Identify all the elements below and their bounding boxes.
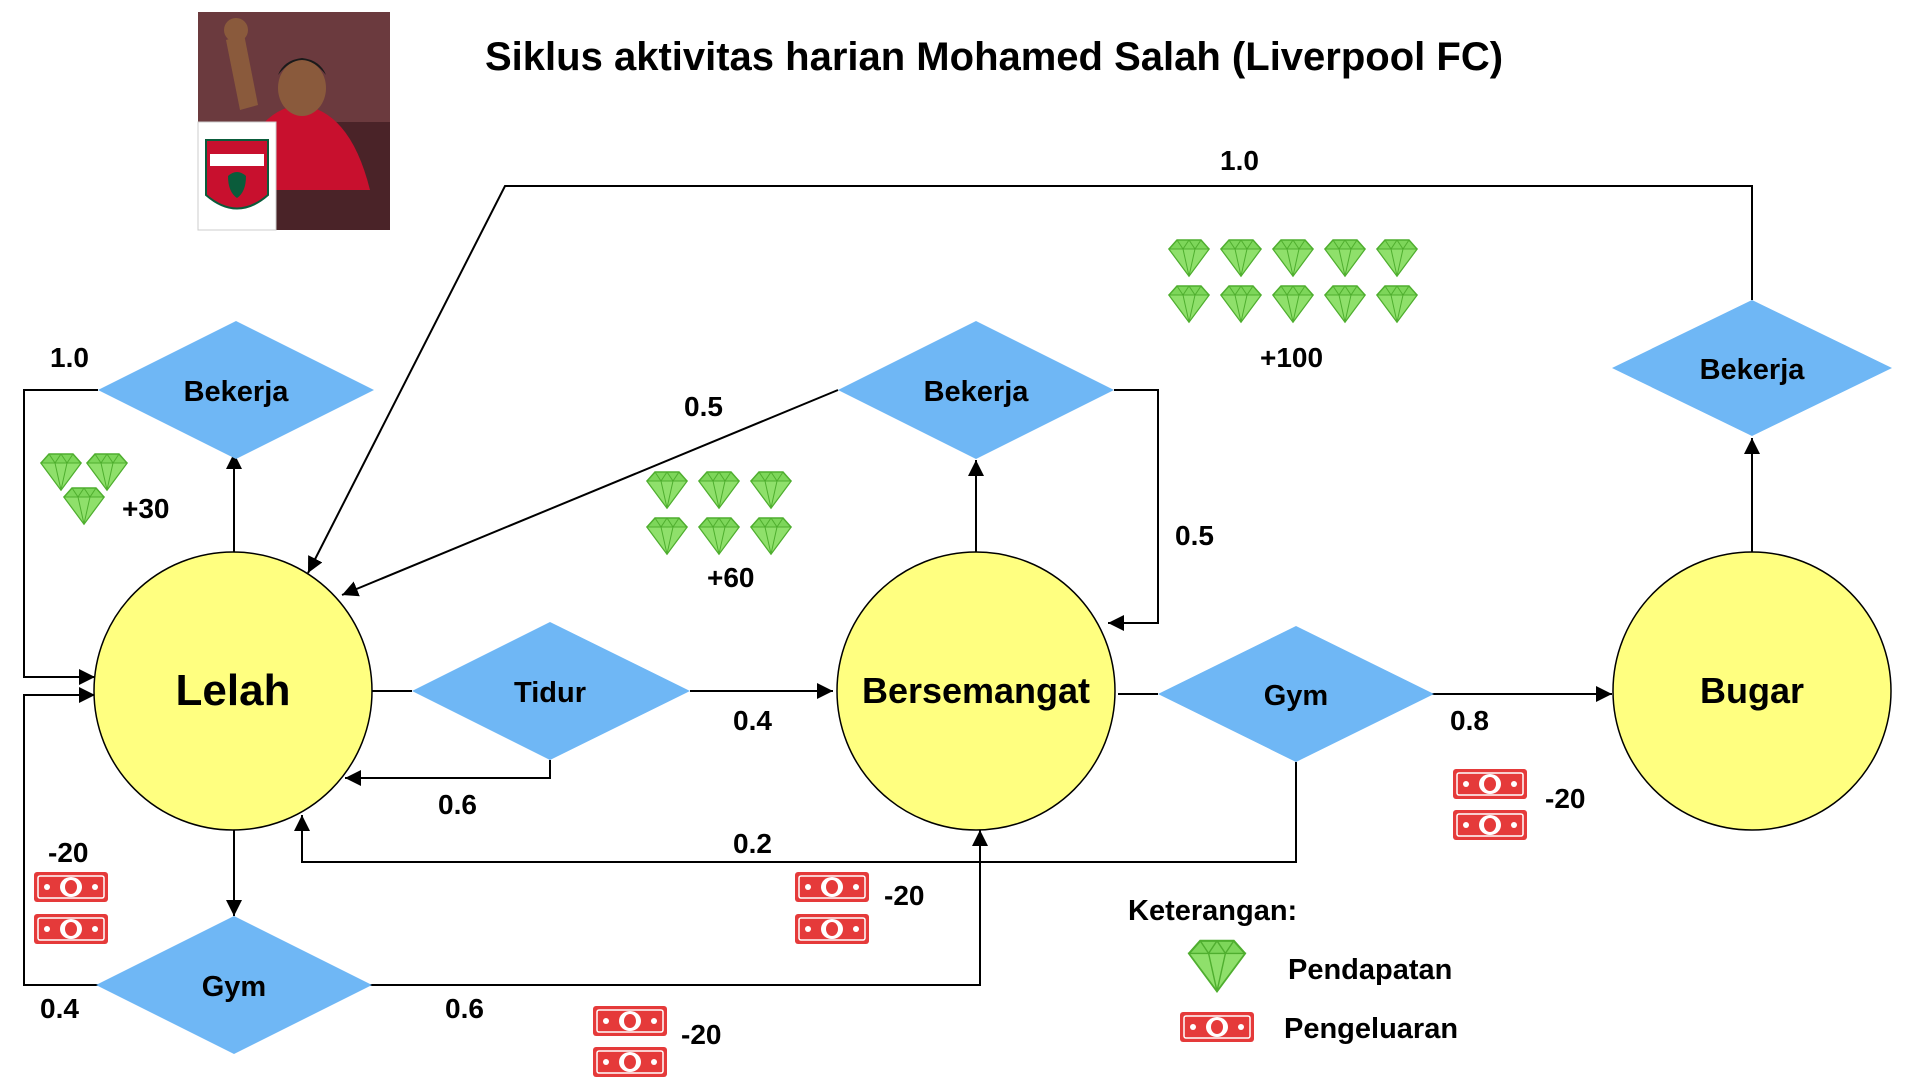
action-bekerja-bugar: Bekerja bbox=[1612, 300, 1892, 436]
gem-icon bbox=[750, 471, 792, 509]
gem-icon bbox=[1187, 939, 1247, 993]
banknote-icon bbox=[1452, 768, 1528, 800]
action-tidur: Tidur bbox=[412, 622, 690, 760]
prob-bekerja-bugar-to-lelah: 1.0 bbox=[1220, 145, 1259, 176]
prob-tidur-to-bersemangat: 0.4 bbox=[733, 705, 772, 736]
banknote-icon bbox=[1179, 1011, 1255, 1043]
legend: Keterangan: Pendapatan Pengeluaran bbox=[1128, 895, 1458, 1045]
gem-icon bbox=[1220, 285, 1262, 323]
prob-bekerja-bersemangat-to-lelah: 0.5 bbox=[684, 391, 723, 422]
action-bekerja-bersemangat-label: Bekerja bbox=[924, 376, 1030, 408]
edge-bekerja-bugar-to-lelah bbox=[307, 185, 1753, 574]
prob-tidur-to-lelah: 0.6 bbox=[438, 789, 477, 820]
prob-gym-bersemangat-to-lelah: 0.2 bbox=[733, 828, 772, 859]
action-gym-bersemangat-label: Gym bbox=[1264, 680, 1328, 712]
gem-icon bbox=[1272, 239, 1314, 277]
gem-icon bbox=[698, 471, 740, 509]
state-bugar-label: Bugar bbox=[1700, 670, 1804, 711]
player-photo bbox=[197, 12, 390, 231]
cost-gym-bersemangat-amount: -20 bbox=[884, 880, 924, 911]
action-bekerja-lelah: Bekerja bbox=[98, 321, 374, 459]
state-lelah: Lelah bbox=[93, 551, 373, 831]
prob-bekerja-lelah-loop: 1.0 bbox=[50, 342, 89, 373]
diagram-title: Siklus aktivitas harian Mohamed Salah (L… bbox=[485, 35, 1503, 79]
banknote-icon bbox=[1452, 809, 1528, 841]
legend-income: Pendapatan bbox=[1187, 939, 1452, 993]
prob-bekerja-bersemangat-loop: 0.5 bbox=[1175, 520, 1214, 551]
action-bekerja-bersemangat: Bekerja bbox=[838, 321, 1114, 459]
state-bersemangat: Bersemangat bbox=[836, 551, 1116, 831]
gem-icon bbox=[1376, 239, 1418, 277]
gem-icon bbox=[1168, 239, 1210, 277]
state-bersemangat-label: Bersemangat bbox=[862, 670, 1090, 711]
gem-icon bbox=[646, 471, 688, 509]
gem-icon bbox=[63, 487, 105, 525]
cost-gym-bugar: -20 bbox=[1452, 768, 1585, 841]
cost-gym-bugar-amount: -20 bbox=[1545, 783, 1585, 814]
gem-icon bbox=[1324, 285, 1366, 323]
action-bekerja-lelah-label: Bekerja bbox=[184, 376, 290, 408]
reward-bekerja-lelah: +30 bbox=[40, 453, 170, 525]
legend-expense-label: Pengeluaran bbox=[1284, 1013, 1458, 1045]
edge-tidur-to-lelah bbox=[345, 760, 551, 786]
action-gym-lelah: Gym bbox=[96, 916, 372, 1054]
banknote-icon bbox=[592, 1005, 668, 1037]
edge-bekerja-lelah-loop bbox=[23, 389, 98, 685]
gem-icon bbox=[1220, 239, 1262, 277]
legend-title: Keterangan: bbox=[1128, 895, 1297, 927]
state-lelah-label: Lelah bbox=[176, 666, 291, 715]
state-bugar: Bugar bbox=[1612, 551, 1892, 831]
edge-gym-bersemangat-to-lelah bbox=[294, 762, 1297, 863]
gem-icon bbox=[1272, 285, 1314, 323]
banknote-icon bbox=[33, 913, 109, 945]
action-gym-bersemangat: Gym bbox=[1158, 626, 1434, 762]
prob-gym-to-bugar: 0.8 bbox=[1450, 705, 1489, 736]
action-tidur-label: Tidur bbox=[514, 677, 586, 709]
prob-gym-lelah-to-bersemangat: 0.6 bbox=[445, 993, 484, 1024]
gem-icon bbox=[750, 517, 792, 555]
legend-income-label: Pendapatan bbox=[1288, 954, 1452, 986]
cost-gym-lelah-2: -20 bbox=[592, 1005, 721, 1078]
cost-gym-lelah: -20 bbox=[33, 837, 109, 945]
edge-bekerja-bersemangat-loop bbox=[1108, 389, 1159, 631]
gem-icon bbox=[86, 453, 128, 491]
edge-bekerja-bersemangat-to-lelah bbox=[341, 389, 839, 597]
banknote-icon bbox=[592, 1046, 668, 1078]
cost-gym-bersemangat: -20 bbox=[794, 871, 924, 945]
edge-gym-lelah-to-bersemangat bbox=[370, 830, 988, 986]
gem-icon bbox=[1168, 285, 1210, 323]
reward-bekerja-bersemangat: +60 bbox=[646, 471, 792, 593]
cost-gym-lelah-amount: -20 bbox=[48, 837, 88, 868]
gem-icon bbox=[1324, 239, 1366, 277]
reward-bekerja-bugar-amount: +100 bbox=[1260, 342, 1323, 373]
reward-bekerja-bersemangat-amount: +60 bbox=[707, 562, 755, 593]
banknote-icon bbox=[33, 871, 109, 903]
banknote-icon bbox=[794, 871, 870, 903]
action-bekerja-bugar-label: Bekerja bbox=[1700, 354, 1806, 386]
banknote-icon bbox=[794, 913, 870, 945]
prob-gym-lelah-to-lelah: 0.4 bbox=[40, 993, 79, 1024]
reward-bekerja-lelah-amount: +30 bbox=[122, 493, 170, 524]
legend-expense: Pengeluaran bbox=[1179, 1011, 1458, 1045]
action-gym-lelah-label: Gym bbox=[202, 971, 266, 1003]
cost-gym-lelah-2-amount: -20 bbox=[681, 1019, 721, 1050]
edge-gym-lelah-to-lelah bbox=[23, 687, 98, 986]
gem-icon bbox=[1376, 285, 1418, 323]
gem-icon bbox=[646, 517, 688, 555]
reward-bekerja-bugar: +100 bbox=[1168, 239, 1418, 373]
gem-icon bbox=[698, 517, 740, 555]
gem-icon bbox=[40, 453, 82, 491]
